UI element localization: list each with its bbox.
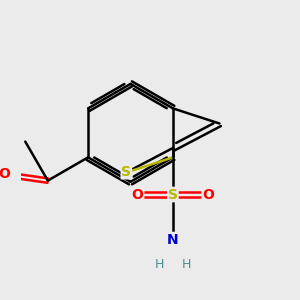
- Text: H: H: [154, 257, 164, 271]
- Text: O: O: [132, 188, 144, 202]
- Text: O: O: [202, 188, 214, 202]
- Text: O: O: [0, 167, 11, 182]
- Text: S: S: [168, 188, 178, 202]
- Text: N: N: [167, 232, 179, 247]
- Text: S: S: [121, 165, 131, 179]
- Text: H: H: [182, 257, 191, 271]
